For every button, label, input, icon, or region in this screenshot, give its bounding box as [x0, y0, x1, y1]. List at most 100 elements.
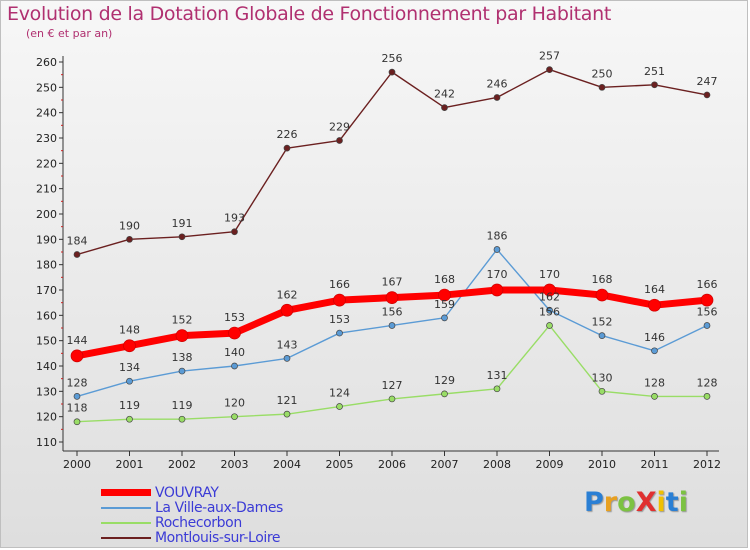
x-tick-label: 2002 — [168, 458, 196, 471]
y-tick-label: 180 — [36, 259, 57, 272]
data-point — [546, 306, 553, 314]
data-label: 156 — [697, 305, 718, 318]
data-label: 124 — [329, 387, 350, 400]
data-label: 131 — [487, 369, 508, 382]
data-point — [651, 347, 658, 355]
data-label: 246 — [487, 77, 508, 90]
data-point — [123, 339, 136, 353]
data-label: 184 — [67, 235, 88, 248]
data-label: 242 — [434, 88, 455, 101]
legend-entry: La Ville-aux-Dames — [101, 500, 283, 516]
data-label: 121 — [277, 394, 298, 407]
x-tick-label: 2005 — [326, 458, 354, 471]
data-point — [546, 322, 553, 329]
data-point — [703, 91, 711, 99]
data-label: 153 — [329, 313, 350, 326]
data-point — [388, 395, 396, 403]
data-label: 156 — [539, 305, 560, 318]
data-label: 156 — [382, 305, 403, 318]
data-point — [73, 393, 81, 400]
data-point — [438, 288, 451, 302]
data-point — [490, 283, 504, 297]
data-label: 170 — [539, 268, 560, 281]
data-label: 159 — [434, 298, 455, 311]
data-point — [598, 387, 606, 395]
legend: VOUVRAY La Ville-aux-Dames Rochecorbon Mont… — [101, 484, 283, 546]
legend-label: VOUVRAY — [155, 484, 219, 501]
data-label: 164 — [644, 283, 665, 296]
data-label: 250 — [592, 67, 613, 80]
data-point — [651, 393, 658, 400]
y-tick-label: 160 — [36, 309, 57, 322]
data-point — [231, 362, 238, 370]
data-label: 226 — [277, 128, 298, 141]
data-label: 128 — [67, 376, 88, 389]
data-label: 162 — [539, 290, 560, 303]
data-label: 257 — [539, 50, 560, 63]
y-tick-label: 150 — [36, 335, 57, 348]
data-label: 128 — [697, 376, 718, 389]
logo-letter: X — [635, 487, 657, 518]
data-point — [388, 322, 396, 329]
data-label: 162 — [277, 288, 298, 301]
y-tick-label: 220 — [36, 157, 57, 170]
x-tick-label: 2006 — [378, 458, 406, 471]
logo-letter: i — [678, 487, 688, 518]
data-label: 168 — [434, 273, 455, 286]
chart-subtitle: (en € et par an) — [26, 27, 113, 40]
data-point — [441, 314, 448, 322]
data-point — [493, 246, 501, 253]
data-point — [493, 385, 501, 393]
data-point — [336, 137, 343, 144]
data-label: 152 — [592, 316, 613, 329]
data-label: 256 — [382, 52, 403, 65]
data-label: 129 — [434, 374, 455, 387]
data-point — [228, 326, 241, 340]
data-point — [178, 233, 186, 241]
logo-letter: t — [665, 487, 679, 518]
x-tick-label: 2011 — [641, 458, 669, 471]
legend-entry: Montlouis-sur-Loire — [101, 530, 283, 546]
data-label: 152 — [172, 314, 193, 327]
x-tick-label: 2008 — [483, 458, 511, 471]
legend-label: Rochecorbon — [155, 514, 242, 531]
data-point — [126, 377, 133, 385]
data-point — [70, 349, 84, 363]
legend-entry: VOUVRAY — [101, 484, 283, 501]
y-tick-label: 130 — [36, 385, 57, 398]
data-point — [175, 329, 189, 342]
y-tick-label: 170 — [36, 284, 57, 297]
x-tick-label: 2001 — [116, 458, 144, 471]
data-label: 127 — [382, 379, 403, 392]
data-point — [546, 66, 553, 73]
data-label: 118 — [67, 402, 88, 415]
y-tick-label: 230 — [36, 132, 57, 145]
data-label: 229 — [329, 121, 350, 134]
data-point — [283, 355, 291, 362]
data-point — [543, 283, 556, 297]
x-tick-label: 2004 — [273, 458, 301, 471]
data-point — [493, 94, 501, 101]
data-point — [231, 413, 238, 421]
data-label: 166 — [697, 278, 718, 291]
logo-letter: i — [656, 487, 666, 518]
data-label: 120 — [224, 397, 245, 410]
x-tick-label: 2012 — [693, 458, 721, 471]
data-label: 143 — [277, 338, 298, 351]
data-point — [126, 415, 133, 423]
data-label: 144 — [67, 334, 88, 347]
data-point — [703, 393, 711, 400]
data-point — [283, 410, 291, 418]
data-point — [703, 322, 711, 329]
data-point — [385, 291, 399, 304]
legend-entry: Rochecorbon — [101, 514, 283, 531]
legend-swatch — [101, 489, 151, 496]
data-point — [651, 81, 658, 89]
data-label: 193 — [224, 212, 245, 225]
data-point — [336, 329, 343, 337]
data-label: 170 — [487, 268, 508, 281]
data-point — [126, 235, 133, 243]
data-label: 168 — [592, 273, 613, 286]
legend-swatch — [101, 521, 151, 524]
